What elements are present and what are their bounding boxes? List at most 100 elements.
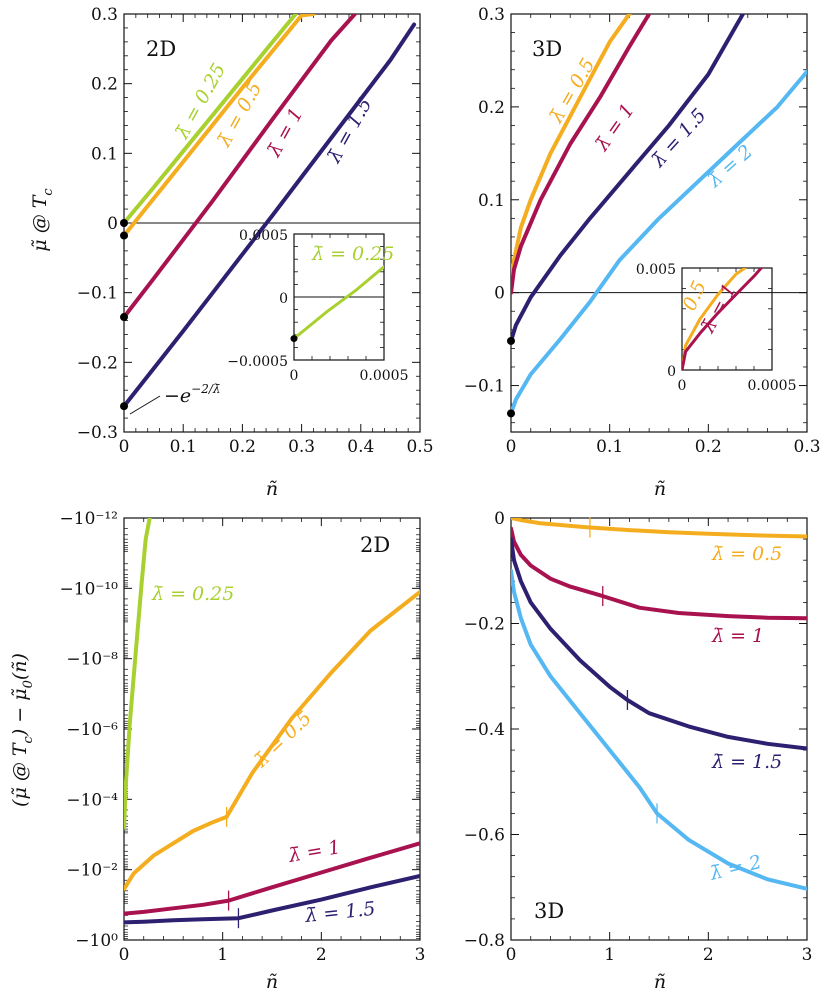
y-tick-label: 0.1 [478, 191, 505, 211]
panel-top-left-2d: 0 0.1 0.2 0.3 0.4 0.5 −0.3 −0.2 −0.1 0 0.1 0.2 0.3 [77, 5, 434, 457]
x-tick-label: 3 [415, 945, 426, 965]
series-line-lambda-0-25 [124, 14, 298, 225]
start-point-dot [120, 231, 128, 240]
series-line-lambda-0-5 [511, 14, 632, 295]
x-tick-label: 0 [678, 378, 687, 394]
series-line-lambda-0-5 [124, 14, 316, 238]
y-tick-label: 0 [494, 284, 505, 304]
series-line-lambda-1 [124, 14, 357, 320]
series-label-tr-l2: λ̄ = 2 [703, 140, 757, 192]
y-tick-label: −0.3 [77, 423, 118, 443]
y-tick-label: 0.0005 [239, 228, 288, 244]
y-tick-label: −0.6 [464, 826, 505, 846]
y-tick-label: −0.1 [77, 284, 118, 304]
x-axis-label-top-left: ñ [266, 478, 278, 500]
series-line-lambda-2 [511, 568, 807, 891]
x-tick-label: 0.0005 [360, 368, 409, 384]
start-point-dot [290, 335, 298, 343]
y-tick-label: −10⁻² [66, 861, 118, 881]
series-line-lambda-1 [511, 14, 652, 295]
x-tick-label: 0 [290, 368, 299, 384]
plot-frame [681, 267, 773, 371]
y-tick-label: 0 [494, 509, 505, 529]
y-tick-label: 0 [107, 214, 118, 234]
y-tick-label: −10⁻⁸ [66, 650, 118, 670]
panel-label-2d-bottom: 2D [360, 533, 390, 557]
panel-label-3d-bottom: 3D [534, 899, 564, 923]
x-tick-label: 0.5 [406, 437, 433, 457]
annotation-pointer [129, 395, 161, 415]
panel-bottom-right-3d: 0 1 2 3 −0.8 −0.6 −0.4 −0.2 0 [464, 509, 813, 965]
x-tick-label: 0.3 [288, 437, 315, 457]
series-line-lambda-1-5 [511, 537, 807, 751]
y-tick-label: −10⁻¹² [60, 509, 118, 529]
series-line-lambda-1 [682, 268, 763, 370]
series-line-lambda-0-5 [682, 268, 747, 370]
series-label-tr-l1: λ̄ = 1 [591, 100, 640, 156]
panel-label-3d-top: 3D [532, 37, 562, 61]
y-tick-label: −0.4 [464, 720, 505, 740]
panel-label-2d-top: 2D [146, 37, 176, 61]
x-tick-label: 0 [506, 437, 517, 457]
y-tick-label: −0.1 [464, 377, 505, 397]
plot-frame [510, 13, 808, 433]
y-tick-label: 0.3 [91, 5, 118, 25]
annotation-tl: −e−2/λ̄ [164, 382, 221, 407]
y-tick-label: −10⁻⁶ [66, 720, 118, 740]
panel-bottom-left-2d: 0 1 2 3 −10⁻¹² −10⁻¹⁰ −10⁻⁸ −10⁻⁶ −10⁻⁴ −10⁻² −10⁰ [60, 509, 426, 965]
plot-frame [123, 517, 421, 941]
series-line-lambda-0-5 [124, 589, 420, 891]
start-point-dot [120, 313, 128, 322]
series-line-lambda-1-5 [124, 22, 417, 409]
series-label-br-l05: λ̄ = 0.5 [711, 543, 782, 565]
series-label-bl-l1: λ̄ = 1 [286, 836, 342, 867]
series-line-lambda-0-25 [124, 518, 152, 830]
series-label-tl-inset-l025: λ̄ = 0.25 [311, 243, 394, 265]
series-label-bl-l05: λ̄ = 0.5 [249, 707, 316, 772]
y-tick-label: −10⁻⁴ [66, 790, 118, 810]
y-axis-label-bottom: (μ̃ @ Tc) − μ̃0(ñ) [9, 653, 36, 807]
y-tick-label: −0.8 [464, 931, 505, 951]
x-tick-label: 0.2 [229, 437, 256, 457]
series-line-lambda-1 [511, 526, 807, 621]
x-tick-label: 0 [119, 437, 130, 457]
panel-top-right-3d: 0 0.1 0.2 0.3 −0.1 0 0.1 0.2 0.3 [464, 5, 821, 457]
y-tick-label: 0.005 [636, 262, 676, 278]
y-tick-label: 0 [279, 291, 288, 307]
series-label-tl-l15: λ̄ = 1.5 [323, 94, 377, 167]
start-point-dot [120, 402, 128, 411]
x-tick-label: 1 [604, 945, 615, 965]
x-tick-label: 0.1 [170, 437, 197, 457]
y-tick-label: −10⁰ [75, 931, 118, 951]
start-point-dot [120, 219, 128, 227]
start-point-dot [507, 336, 515, 345]
x-tick-label: 0 [506, 945, 517, 965]
x-axis-label-top-right: ñ [654, 478, 666, 500]
series-label-br-l15: λ̄ = 1.5 [711, 751, 782, 773]
series-line-lambda-1 [124, 841, 420, 916]
x-tick-label: 1 [217, 945, 228, 965]
x-tick-label: 2 [703, 945, 714, 965]
y-tick-label: 0.2 [91, 75, 118, 95]
series-line-lambda-0-5 [511, 518, 807, 539]
y-tick-label: −10⁻¹⁰ [60, 579, 119, 599]
series-label-br-l1: λ̄ = 1 [711, 625, 764, 647]
x-tick-label: 3 [802, 945, 813, 965]
x-axis-label-bottom-left: ñ [266, 971, 278, 993]
y-tick-label: 0 [667, 364, 676, 380]
series-line-lambda-2 [511, 69, 807, 416]
x-tick-label: 0.4 [347, 437, 374, 457]
y-tick-label: 0.1 [91, 144, 118, 164]
y-tick-label: −0.2 [464, 615, 505, 635]
inset-top-right: 0 0.0005 0 0.005 [636, 262, 797, 394]
y-tick-label: −0.0005 [227, 354, 288, 370]
x-tick-label: 2 [316, 945, 327, 965]
series-label-tl-l1: λ̄ = 1 [263, 104, 308, 161]
start-point-dot [507, 409, 515, 418]
y-tick-label: −0.2 [77, 353, 118, 373]
y-tick-label: 0.3 [478, 5, 505, 25]
x-tick-label: 0.1 [596, 437, 623, 457]
x-axis-label-bottom-right: ñ [654, 971, 666, 993]
